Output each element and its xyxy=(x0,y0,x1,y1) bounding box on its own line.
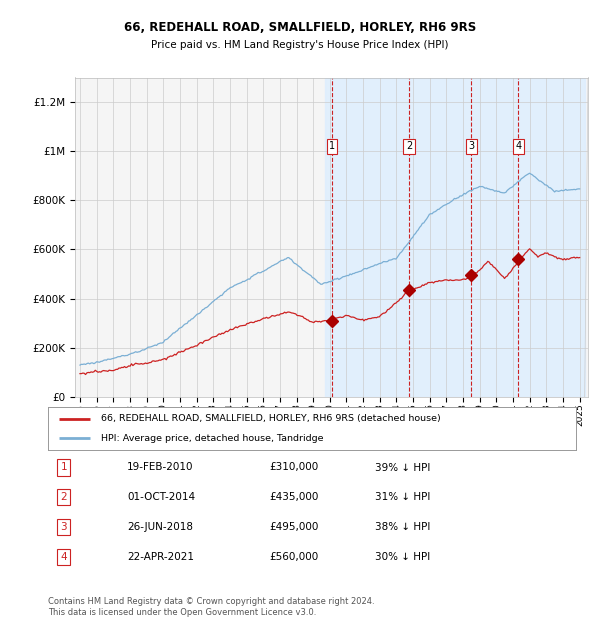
Text: Price paid vs. HM Land Registry's House Price Index (HPI): Price paid vs. HM Land Registry's House … xyxy=(151,40,449,50)
Text: 2: 2 xyxy=(406,141,412,151)
Text: 1: 1 xyxy=(329,141,335,151)
Text: 01-OCT-2014: 01-OCT-2014 xyxy=(127,492,196,502)
Text: 39% ↓ HPI: 39% ↓ HPI xyxy=(376,463,431,472)
Text: 3: 3 xyxy=(468,141,475,151)
Text: Contains HM Land Registry data © Crown copyright and database right 2024.
This d: Contains HM Land Registry data © Crown c… xyxy=(48,598,374,617)
Text: 19-FEB-2010: 19-FEB-2010 xyxy=(127,463,194,472)
Text: HPI: Average price, detached house, Tandridge: HPI: Average price, detached house, Tand… xyxy=(101,433,323,443)
Text: 31% ↓ HPI: 31% ↓ HPI xyxy=(376,492,431,502)
Text: £495,000: £495,000 xyxy=(270,522,319,532)
Text: 1: 1 xyxy=(61,463,67,472)
Text: £435,000: £435,000 xyxy=(270,492,319,502)
Text: 66, REDEHALL ROAD, SMALLFIELD, HORLEY, RH6 9RS (detached house): 66, REDEHALL ROAD, SMALLFIELD, HORLEY, R… xyxy=(101,414,440,423)
Text: £310,000: £310,000 xyxy=(270,463,319,472)
Text: 3: 3 xyxy=(61,522,67,532)
Bar xyxy=(325,78,584,397)
Text: 22-APR-2021: 22-APR-2021 xyxy=(127,552,194,562)
Text: 66, REDEHALL ROAD, SMALLFIELD, HORLEY, RH6 9RS: 66, REDEHALL ROAD, SMALLFIELD, HORLEY, R… xyxy=(124,22,476,34)
Text: 30% ↓ HPI: 30% ↓ HPI xyxy=(376,552,431,562)
Text: 38% ↓ HPI: 38% ↓ HPI xyxy=(376,522,431,532)
Text: 26-JUN-2018: 26-JUN-2018 xyxy=(127,522,193,532)
Text: 4: 4 xyxy=(61,552,67,562)
Text: £560,000: £560,000 xyxy=(270,552,319,562)
Text: 2: 2 xyxy=(61,492,67,502)
Text: 4: 4 xyxy=(515,141,521,151)
